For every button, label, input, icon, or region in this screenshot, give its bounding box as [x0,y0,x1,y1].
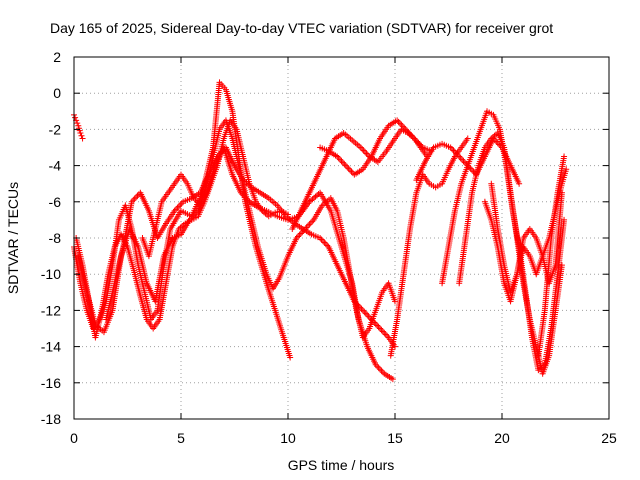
data-points [71,79,570,383]
data-point [561,216,568,223]
x-tick-label: 10 [280,430,296,446]
data-point [516,180,523,187]
y-tick-label: -16 [41,375,61,391]
series-s11 [456,130,565,377]
y-tick-label: -8 [49,230,62,246]
x-tick-label: 25 [601,430,617,446]
x-tick-label: 20 [494,430,510,446]
series-s15 [71,111,86,142]
x-tick-label: 15 [387,430,403,446]
series-s14 [481,189,565,305]
series-s6 [289,126,431,232]
y-tick-label: 2 [53,49,61,65]
data-point [389,376,396,383]
data-point [558,189,565,196]
y-axis-label: SDTVAR / TECUs [5,182,21,294]
series-s4 [103,144,398,350]
data-point [561,153,568,160]
y-tick-label: -2 [49,121,62,137]
series-s13 [535,153,568,359]
data-point [563,166,570,173]
axis-ticks: 0 5 10 15 20 25 -18 -16 -14 -12 -10 -8 -6 -4 -2 0 2 [41,49,617,446]
y-tick-label: -18 [41,411,61,427]
y-tick-label: 0 [53,85,61,101]
data-point [77,130,84,137]
data-point [342,162,349,169]
x-tick-label: 5 [177,430,185,446]
y-tick-label: -6 [49,194,62,210]
y-tick-label: -4 [49,158,62,174]
chart-title: Day 165 of 2025, Sidereal Day-to-day VTE… [50,20,553,36]
y-tick-label: -10 [41,266,61,282]
data-point [79,135,86,142]
data-point [464,135,471,142]
series-s5 [73,117,291,341]
grid [74,57,609,419]
x-axis-label: GPS time / hours [288,457,395,473]
y-tick-label: -12 [41,302,61,318]
series-s8 [387,135,471,359]
y-tick-label: -14 [41,339,61,355]
data-point [287,354,294,361]
data-point [558,262,565,269]
data-point [285,211,291,218]
series-s3 [139,117,398,341]
data-point [359,307,366,314]
series-s7 [317,117,435,178]
series-s1 [71,79,294,361]
x-tick-label: 0 [70,430,78,446]
data-point [377,325,384,332]
